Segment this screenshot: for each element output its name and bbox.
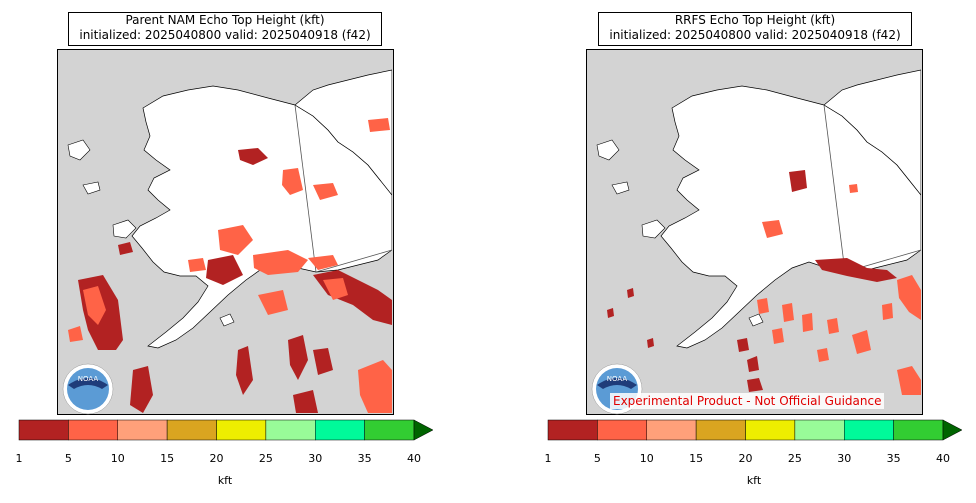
left-colorbar-tick-40: 40 [407, 452, 421, 465]
left-title-line2: initialized: 2025040800 valid: 202504091… [79, 28, 371, 42]
noaa-logo-left: NOAA [62, 363, 114, 415]
border-line-right [823, 104, 846, 273]
right-colorbar-tick-30: 30 [837, 452, 852, 465]
left-colorbar-bin-3 [166, 419, 217, 441]
left-colorbar-bin-0 [18, 419, 69, 441]
noaa-logo-text-right: NOAA [607, 375, 628, 383]
left-colorbar-tick-35: 35 [357, 452, 372, 465]
right-colorbar-tick-10: 10 [639, 452, 654, 465]
right-map [586, 49, 923, 415]
right-title-line2: initialized: 2025040800 valid: 202504091… [609, 28, 901, 42]
right-colorbar-bin-2 [646, 419, 697, 441]
right-colorbar-bin-4 [745, 419, 796, 441]
right-title-box: RRFS Echo Top Height (kft) initialized: … [598, 12, 912, 46]
right-colorbar [547, 419, 963, 441]
echo-cells [68, 118, 392, 413]
right-map-svg [596, 69, 921, 395]
left-map [57, 49, 394, 415]
left-map-svg [67, 69, 392, 413]
left-colorbar-tick-20: 20 [209, 452, 224, 465]
border-line-2 [315, 249, 392, 273]
left-colorbar-tick-10: 10 [110, 452, 125, 465]
right-colorbar-tick-1: 1 [544, 452, 552, 465]
right-colorbar-bin-1 [597, 419, 647, 441]
right-colorbar-bin-0 [547, 419, 598, 441]
echo-cells-right [607, 170, 921, 395]
right-colorbar-bins [547, 419, 963, 441]
left-colorbar-bins [18, 419, 434, 441]
left-colorbar-bin-4 [216, 419, 267, 441]
left-colorbar-unit: kft [217, 474, 233, 487]
right-colorbar-bin-3 [695, 419, 746, 441]
left-colorbar-bin-6 [315, 419, 365, 441]
right-colorbar-extend-arrow [942, 419, 963, 441]
disclaimer-label: Experimental Product - Not Official Guid… [610, 393, 885, 409]
right-colorbar-tick-15: 15 [689, 452, 704, 465]
alaska-land-right [596, 69, 921, 349]
right-colorbar-tick-35: 35 [886, 452, 901, 465]
left-colorbar-tick-30: 30 [308, 452, 323, 465]
left-colorbar-bin-2 [117, 419, 168, 441]
left-colorbar-tick-15: 15 [160, 452, 175, 465]
left-colorbar-bin-5 [265, 419, 316, 441]
right-title-line1: RRFS Echo Top Height (kft) [674, 13, 836, 27]
right-colorbar-bin-7 [893, 419, 944, 441]
left-colorbar-tick-1: 1 [15, 452, 23, 465]
left-title-box: Parent NAM Echo Top Height (kft) initial… [68, 12, 382, 46]
left-colorbar-bin-7 [364, 419, 415, 441]
right-colorbar-unit: kft [746, 474, 762, 487]
right-colorbar-bin-5 [794, 419, 845, 441]
right-colorbar-tick-40: 40 [936, 452, 950, 465]
left-colorbar [18, 419, 434, 441]
left-colorbar-tick-5: 5 [64, 452, 72, 465]
noaa-logo-text-left: NOAA [78, 375, 99, 383]
right-colorbar-tick-5: 5 [593, 452, 601, 465]
left-colorbar-extend-arrow [413, 419, 434, 441]
right-colorbar-tick-25: 25 [787, 452, 802, 465]
border-line [294, 104, 317, 273]
left-colorbar-bin-1 [68, 419, 118, 441]
left-colorbar-tick-25: 25 [258, 452, 273, 465]
right-colorbar-tick-20: 20 [738, 452, 753, 465]
alaska-land [67, 69, 392, 349]
right-colorbar-bin-6 [844, 419, 894, 441]
left-title-line1: Parent NAM Echo Top Height (kft) [125, 13, 325, 27]
